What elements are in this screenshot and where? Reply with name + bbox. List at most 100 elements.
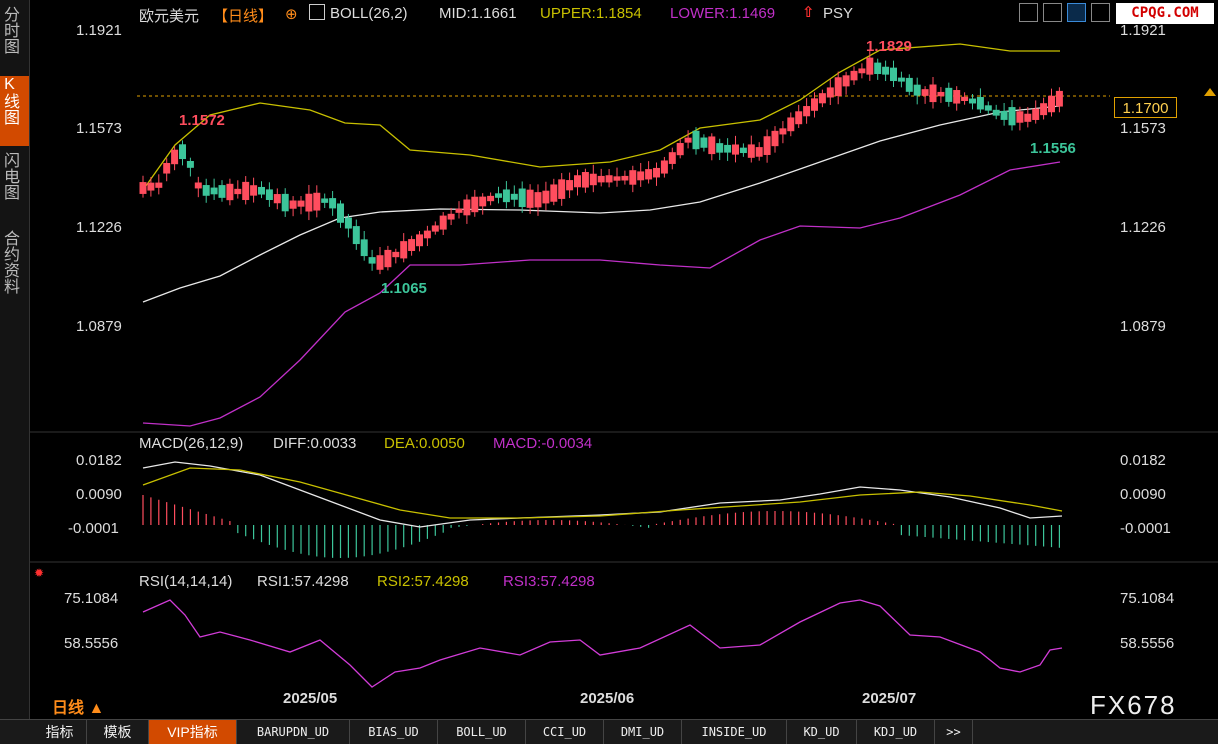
indicator-chart-icon[interactable] — [309, 4, 325, 20]
candle — [621, 170, 629, 185]
tab-dmi[interactable]: DMI_UD — [604, 720, 682, 744]
rsi2-value: RSI2:57.4298 — [377, 573, 469, 590]
chart-type-icon[interactable] — [1067, 3, 1086, 22]
boll-lower-line — [142, 161, 1061, 427]
candle — [258, 181, 265, 199]
candle — [945, 82, 953, 107]
x-tick-may: 2025/05 — [283, 690, 338, 707]
tab-inside[interactable]: INSIDE_UD — [682, 720, 787, 744]
candle — [716, 138, 724, 161]
candle — [392, 248, 400, 264]
x-tick-july: 2025/07 — [862, 690, 917, 707]
candle — [834, 71, 842, 105]
period-label: 【日线】 — [213, 8, 274, 25]
tab-indicators[interactable]: 指标 — [33, 720, 87, 744]
candle — [179, 140, 186, 166]
candle — [1055, 87, 1063, 113]
macd-y-left-0: 0.0182 — [76, 452, 122, 469]
candle — [265, 182, 273, 207]
tab-cci[interactable]: CCI_UD — [526, 720, 604, 744]
candle — [171, 146, 179, 171]
candle — [289, 196, 297, 217]
candle — [297, 195, 305, 215]
candle — [739, 143, 747, 157]
candle — [281, 188, 289, 217]
rsi-y-left-1: 58.5556 — [64, 635, 119, 652]
boll-upper: UPPER:1.1854 — [540, 5, 642, 22]
macd-y-left-1: 0.0090 — [76, 486, 122, 503]
candle — [234, 180, 242, 199]
candle — [897, 71, 905, 88]
boll-mid-line — [142, 105, 1061, 303]
tab-contract-info[interactable]: 合约资料 — [0, 230, 29, 320]
candle — [660, 156, 668, 178]
tab-barupdn[interactable]: BARUPDN_UD — [237, 720, 350, 744]
tab-kline[interactable]: K线图 — [0, 76, 29, 146]
tab-more[interactable]: >> — [935, 720, 973, 744]
period-selector[interactable]: 日线 ▲ — [52, 700, 105, 717]
candle — [163, 158, 171, 182]
tab-timeshare[interactable]: 分时图 — [0, 6, 29, 72]
boll-label: BOLL(26,2) — [330, 5, 408, 22]
candle — [645, 161, 653, 184]
candle — [566, 172, 574, 199]
y-tick-left-0: 1.1921 — [76, 22, 122, 39]
y-tick-left-3: 1.0879 — [76, 318, 122, 335]
macd-y-left-2: -0.0001 — [68, 520, 119, 537]
tab-kdj[interactable]: KDJ_UD — [857, 720, 935, 744]
candle — [526, 184, 534, 214]
macd-y-right-1: 0.0090 — [1120, 486, 1166, 503]
candle — [708, 133, 716, 161]
candle — [1032, 100, 1040, 124]
add-circle-icon[interactable]: ⊕ — [285, 6, 298, 23]
psy-label: PSY — [823, 5, 854, 22]
y-tick-right-3: 1.0879 — [1120, 318, 1166, 335]
crosshair-icon[interactable] — [1019, 3, 1038, 22]
candle — [574, 169, 581, 196]
candle — [637, 162, 645, 187]
candle — [368, 249, 376, 271]
y-tick-right-2: 1.1226 — [1120, 219, 1166, 236]
y-tick-right-1: 1.1573 — [1120, 120, 1166, 137]
exit-icon[interactable] — [1091, 3, 1110, 22]
candle — [400, 233, 408, 263]
rsi1-value: RSI1:57.4298 — [257, 573, 349, 590]
candle — [384, 245, 392, 271]
candle — [439, 212, 447, 236]
layout-icon[interactable] — [1043, 3, 1062, 22]
macd-diff: DIFF:0.0033 — [273, 435, 357, 452]
candle — [139, 175, 147, 198]
candle — [905, 74, 913, 96]
candle — [313, 185, 321, 218]
candle — [850, 66, 858, 85]
tab-bias[interactable]: BIAS_UD — [350, 720, 438, 744]
boll-lower: LOWER:1.1469 — [670, 5, 776, 22]
candle — [929, 77, 937, 109]
tab-kd[interactable]: KD_UD — [787, 720, 857, 744]
up-arrow-icon: ⇧ — [802, 4, 815, 21]
tab-lightning[interactable]: 闪电图 — [0, 152, 29, 222]
candle — [250, 177, 258, 203]
candle — [376, 246, 384, 275]
macd-y-right-0: 0.0182 — [1120, 452, 1166, 469]
macd-label: MACD(26,12,9) — [139, 435, 244, 452]
tab-templates[interactable]: 模板 — [87, 720, 149, 744]
tab-vip-indicators[interactable]: VIP指标 — [149, 720, 237, 744]
candle — [826, 78, 834, 105]
candle — [558, 173, 566, 206]
candle — [147, 176, 155, 197]
rsi-y-right-0: 75.1084 — [1120, 590, 1175, 607]
candle — [755, 142, 763, 161]
tab-contract-info-label: 合约资料 — [1, 230, 18, 294]
annot-low-1: 1.1065 — [381, 280, 427, 297]
candle — [455, 201, 463, 219]
candle — [202, 178, 210, 203]
y-tick-right-0: 1.1921 — [1120, 22, 1166, 39]
rsi-y-left-0: 75.1084 — [64, 590, 119, 607]
tab-boll[interactable]: BOLL_UD — [438, 720, 526, 744]
kline-chart[interactable] — [0, 0, 1218, 719]
left-sidebar: 分时图 K线图 闪电图 合约资料 — [0, 0, 30, 719]
site-logo: CPQG.COM — [1116, 3, 1214, 24]
candle — [629, 165, 637, 193]
rsi3-value: RSI3:57.4298 — [503, 573, 595, 590]
